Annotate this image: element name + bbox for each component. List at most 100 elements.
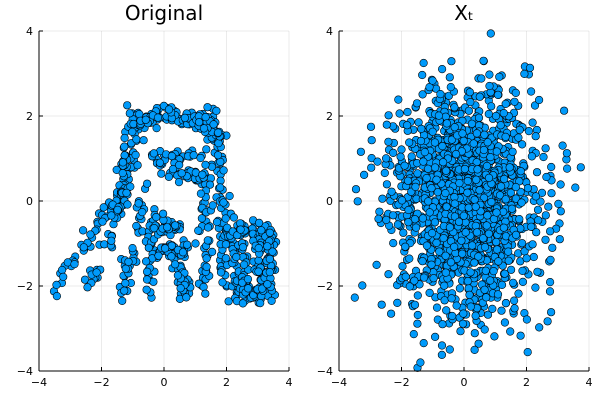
data-point (202, 262, 211, 272)
data-point (559, 106, 569, 115)
data-point (63, 258, 72, 267)
data-point (164, 105, 174, 114)
data-point (459, 211, 468, 220)
data-point (515, 215, 524, 224)
data-point (458, 129, 467, 138)
data-point (547, 162, 556, 172)
data-point (571, 183, 580, 192)
data-point (430, 138, 440, 147)
data-point (138, 208, 147, 217)
data-point (131, 150, 140, 160)
data-point (403, 176, 413, 185)
data-point (533, 267, 542, 276)
data-point (545, 278, 555, 287)
data-point (467, 119, 477, 128)
data-point (389, 239, 398, 248)
data-point (446, 258, 456, 267)
data-point (183, 240, 192, 249)
data-point (387, 309, 396, 318)
data-point (420, 148, 429, 157)
data-point (508, 278, 518, 287)
chart-title: Original (125, 1, 203, 25)
data-point (487, 197, 496, 207)
data-point (375, 207, 384, 216)
data-point (218, 278, 227, 287)
data-point (465, 290, 474, 300)
data-point (544, 202, 553, 211)
data-point (494, 257, 503, 266)
data-point (495, 191, 505, 200)
y-tick-label: 0 (326, 195, 333, 208)
data-point (232, 252, 241, 262)
data-point (120, 286, 129, 295)
data-point (57, 265, 67, 275)
data-point (545, 227, 555, 236)
data-point (539, 152, 548, 162)
data-point (224, 297, 233, 306)
data-point (438, 142, 447, 151)
data-point (142, 275, 152, 284)
data-point (422, 174, 431, 183)
data-point (456, 327, 465, 336)
data-point (98, 217, 107, 226)
data-point (510, 304, 519, 313)
data-point (412, 99, 422, 108)
data-point (531, 283, 540, 292)
data-point (410, 276, 419, 285)
data-point (514, 289, 523, 298)
x-tick-label: 2 (523, 376, 530, 389)
data-point (360, 170, 369, 179)
data-point (470, 258, 479, 267)
data-point (534, 95, 544, 105)
data-point (499, 108, 508, 118)
data-point (214, 139, 223, 148)
data-point (203, 236, 212, 245)
data-point (472, 175, 481, 184)
data-point (432, 303, 442, 312)
data-point (118, 158, 127, 167)
data-point (125, 109, 134, 118)
data-point (201, 160, 210, 169)
data-point (445, 73, 454, 82)
data-point (442, 119, 452, 128)
data-point (92, 268, 101, 277)
data-point (419, 273, 429, 282)
data-point (107, 211, 116, 220)
data-point (178, 248, 188, 257)
data-point (511, 88, 520, 97)
data-point (466, 268, 475, 277)
data-point (474, 113, 484, 122)
data-point (509, 296, 519, 305)
data-point (384, 111, 393, 120)
data-point (528, 118, 537, 127)
data-point (135, 109, 144, 119)
data-point (404, 205, 413, 215)
data-point (520, 69, 529, 78)
data-point (393, 220, 403, 229)
data-point (490, 332, 499, 341)
x-tick-label: −2 (393, 376, 409, 389)
data-point (450, 123, 459, 132)
data-point (378, 194, 387, 203)
data-point (522, 315, 532, 324)
data-point (213, 151, 223, 160)
data-point (480, 243, 490, 252)
data-point (107, 236, 116, 245)
data-point (482, 161, 492, 171)
data-point (463, 277, 473, 286)
data-point (387, 187, 396, 196)
data-point (202, 254, 211, 263)
x-tick-label: 0 (461, 376, 468, 389)
data-point (59, 272, 68, 282)
data-point (196, 153, 205, 163)
data-point (442, 166, 451, 175)
panel-xt: −4 −2 0 2 4 −4 −2 0 2 4 Xₜ (317, 1, 593, 389)
data-point (139, 136, 148, 145)
data-point (459, 136, 468, 145)
data-point (256, 299, 265, 308)
data-point (263, 280, 272, 289)
data-point (161, 244, 170, 253)
data-point (123, 200, 132, 209)
data-point (489, 267, 498, 276)
y-tick-label: 0 (26, 195, 33, 208)
